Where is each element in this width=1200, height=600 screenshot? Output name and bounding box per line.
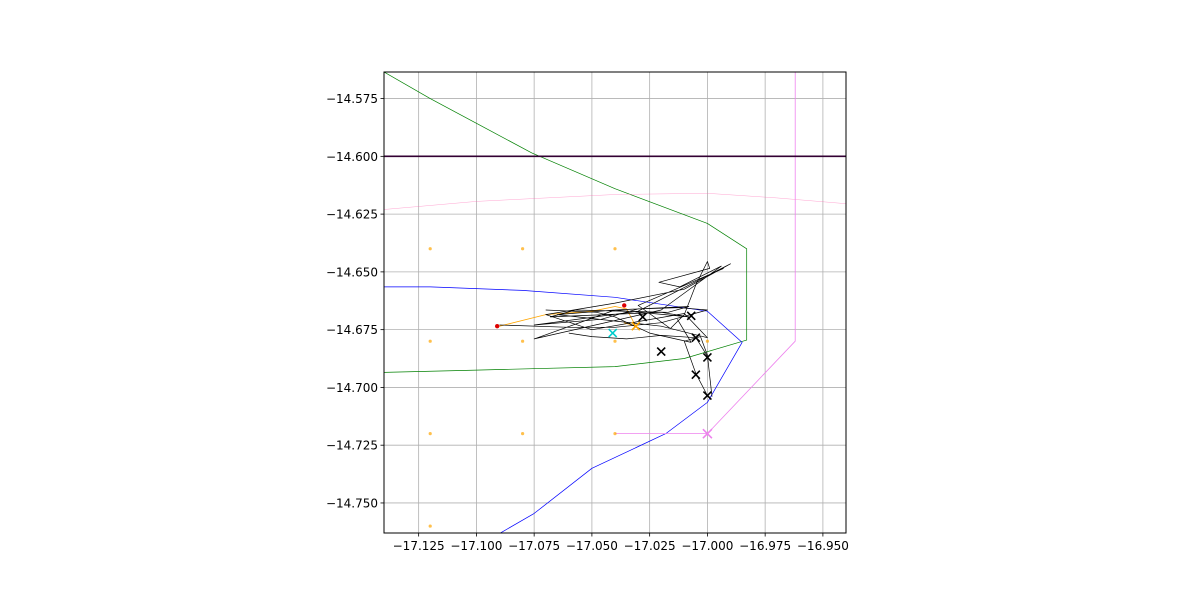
x-tick-label: −17.125 — [393, 539, 445, 553]
x-tick-label: −16.950 — [797, 539, 849, 553]
x-marker — [691, 333, 701, 343]
x-marker — [638, 312, 648, 322]
x-tick-label: −17.025 — [624, 539, 676, 553]
x-marker — [702, 390, 712, 401]
y-tick-label: −14.650 — [326, 265, 378, 279]
x-marker — [702, 428, 713, 439]
x-marker — [631, 321, 641, 331]
dot-marker — [613, 432, 617, 436]
dot-marker — [613, 247, 617, 251]
dot-marker — [613, 339, 617, 343]
y-tick-label: −14.750 — [326, 496, 378, 510]
dot-marker — [521, 339, 525, 343]
x-tick-label: −17.000 — [681, 539, 733, 553]
dot-marker — [428, 524, 432, 528]
dot-marker — [494, 323, 500, 329]
series-line-6 — [499, 261, 731, 340]
x-marker — [608, 328, 618, 338]
dot-marker — [428, 432, 432, 436]
axes-frame — [383, 71, 847, 534]
dot-marker — [705, 339, 710, 343]
x-tick-label: −16.975 — [739, 539, 791, 553]
series-line-8 — [545, 309, 692, 343]
dot-marker — [428, 339, 432, 343]
series-line-1 — [384, 286, 743, 533]
y-tick-label: −14.625 — [326, 208, 378, 222]
dot-marker — [521, 247, 525, 251]
dot-marker — [521, 432, 525, 436]
x-tick-label: −17.050 — [566, 539, 618, 553]
series-line-0 — [384, 72, 748, 373]
y-tick-label: −14.600 — [326, 150, 378, 164]
x-tick-label: −17.100 — [450, 539, 502, 553]
dot-marker — [428, 247, 432, 251]
y-tick-label: −14.725 — [326, 439, 378, 453]
y-tick-label: −14.700 — [326, 381, 378, 395]
x-marker — [686, 311, 696, 321]
plot-area — [384, 72, 846, 533]
y-tick-label: −14.575 — [326, 92, 378, 106]
axis-ticks: −17.125 −17.100 −17.075 −17.050 −17.025 −17.0… — [326, 92, 849, 553]
x-marker — [691, 370, 701, 380]
x-marker — [702, 352, 712, 362]
y-tick-label: −14.675 — [326, 323, 378, 337]
x-tick-label: −17.075 — [508, 539, 560, 553]
series-line-2 — [384, 193, 846, 210]
series-line-3 — [615, 72, 796, 435]
dot-marker — [622, 303, 627, 308]
x-marker — [656, 347, 666, 357]
